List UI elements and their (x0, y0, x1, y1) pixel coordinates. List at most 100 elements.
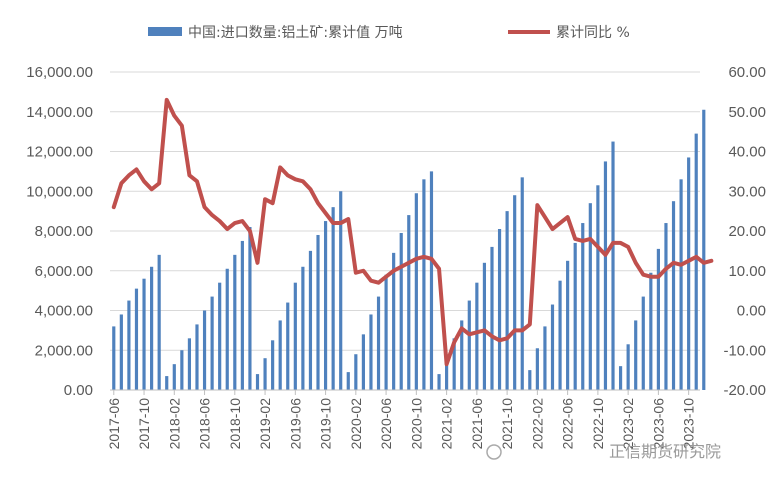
watermark-logo-icon (486, 444, 502, 460)
bar (218, 282, 222, 390)
bar (210, 296, 214, 390)
bar (369, 314, 373, 390)
x-tick-label: 2021-06 (469, 398, 485, 450)
y-right-tick-label: 10.00 (728, 263, 766, 280)
bar (558, 280, 562, 390)
bar (301, 266, 305, 390)
bar (331, 207, 335, 390)
bar (134, 288, 139, 390)
y-axis-right: -20.00 -10.00 0.00 10.00 20.00 30.00 40.00 50.0… (723, 64, 766, 399)
bar (127, 300, 131, 390)
bar (603, 161, 608, 390)
x-tick-label: 2018-06 (197, 398, 213, 450)
bar (702, 109, 706, 390)
bar (286, 302, 290, 390)
y-left-tick-label: 12,000.00 (26, 144, 93, 161)
x-tick-label: 2021-02 (439, 398, 455, 450)
bar (460, 320, 464, 390)
x-tick-label: 2020-06 (378, 398, 394, 450)
bar (323, 221, 328, 390)
bar (399, 232, 403, 390)
bar (142, 278, 146, 390)
bar (543, 326, 547, 390)
bar (513, 195, 517, 390)
bar (588, 203, 592, 390)
bar (505, 211, 509, 390)
legend-bar-swatch (148, 27, 182, 36)
y-left-tick-label: 6,000.00 (35, 263, 93, 280)
bar (112, 326, 116, 390)
x-tick-label: 2019-06 (287, 398, 303, 450)
bar (490, 246, 494, 390)
bar (233, 254, 237, 390)
legend-bar-label: 中国:进口数量:铝土矿:累计值 万吨 (188, 25, 403, 41)
bar (452, 338, 456, 390)
bar (664, 223, 668, 390)
gridlines (110, 71, 700, 351)
bar (550, 304, 555, 390)
y-left-tick-label: 4,000.00 (35, 303, 93, 320)
bar (467, 300, 471, 390)
bar (437, 374, 441, 390)
bar (195, 324, 199, 390)
y-right-tick-label: 20.00 (728, 223, 766, 240)
bar (157, 254, 161, 390)
x-tick-label: 2017-06 (106, 398, 122, 450)
bar (308, 250, 313, 390)
bar (255, 374, 260, 390)
line-series-path (111, 97, 714, 367)
bar (679, 179, 683, 390)
bar (263, 358, 267, 390)
bar (316, 234, 320, 390)
bar (528, 370, 532, 390)
bar (482, 262, 487, 390)
x-tick-label: 2021-10 (499, 398, 515, 450)
y-left-tick-label: 2,000.00 (35, 342, 93, 359)
bar (202, 310, 207, 390)
bar (429, 171, 434, 390)
x-tick-label: 2019-02 (257, 398, 273, 450)
y-right-tick-label: 0.00 (737, 303, 766, 320)
bar (475, 282, 479, 390)
bar (649, 272, 653, 390)
x-tick-label: 2019-10 (318, 398, 334, 450)
bar (611, 141, 615, 390)
bar (150, 266, 154, 390)
x-tick-label: 2020-10 (408, 398, 424, 450)
bar (581, 223, 585, 390)
bar (354, 354, 358, 390)
bar (596, 185, 600, 390)
bar (240, 240, 244, 390)
bar (339, 191, 343, 390)
y-axis-left: 0.00 2,000.00 4,000.00 6,000.00 8,000.00 10,0… (26, 64, 93, 399)
bar (180, 350, 184, 390)
bar (497, 229, 502, 390)
bar (407, 215, 411, 390)
bar (414, 193, 418, 390)
x-tick-label: 2018-10 (227, 398, 243, 450)
bar (520, 177, 524, 390)
bar (656, 248, 660, 390)
x-tick-label: 2022-06 (560, 398, 576, 450)
x-tick-label: 2023-06 (650, 398, 666, 450)
bar (641, 296, 645, 390)
x-tick-label: 2023-02 (620, 398, 636, 450)
legend-line-label: 累计同比 % (556, 25, 630, 41)
y-right-tick-label: 50.00 (728, 104, 766, 121)
watermark-text: 正信期货研究院 (609, 442, 721, 461)
bar (187, 338, 192, 390)
bar (634, 320, 638, 390)
bar (384, 274, 388, 390)
bar (694, 133, 698, 391)
bar (361, 334, 365, 390)
bar (271, 340, 275, 390)
x-tick-label: 2020-02 (348, 398, 364, 450)
y-right-tick-label: 40.00 (728, 144, 766, 161)
bar (626, 344, 630, 390)
x-axis-labels: 2017-06 2017-10 2018-02 2018-06 2018-10 2019-… (106, 390, 697, 449)
bar (278, 320, 282, 390)
x-tick-label: 2017-10 (136, 398, 152, 450)
bar (671, 201, 676, 390)
bar (225, 268, 229, 390)
